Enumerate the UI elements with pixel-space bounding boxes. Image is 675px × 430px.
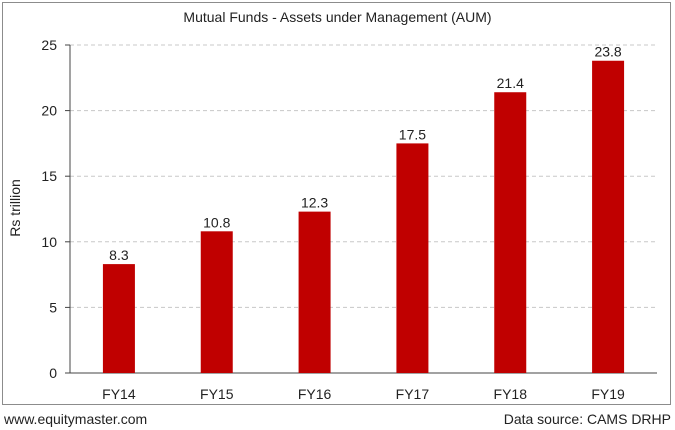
data-label: 10.8 — [203, 214, 230, 230]
x-tick-label: FY16 — [298, 386, 332, 402]
bar-fy14 — [102, 264, 135, 373]
chart-title: Mutual Funds - Assets under Management (… — [183, 9, 492, 25]
y-axis-label: Rs trillion — [7, 179, 23, 237]
bar-fy19 — [592, 60, 625, 374]
y-tick-labels: 0 5 10 15 20 25 — [41, 37, 57, 381]
y-tick-label: 15 — [41, 168, 57, 184]
x-tick-label: FY18 — [494, 386, 528, 402]
data-label: 17.5 — [399, 126, 426, 142]
data-label: 23.8 — [594, 44, 621, 60]
x-tick-labels: FY14 FY15 FY16 FY17 FY18 FY19 — [102, 386, 625, 402]
data-source-label: Data source: CAMS DRHP — [503, 411, 671, 427]
data-label: 12.3 — [301, 195, 328, 211]
bar-fy17 — [396, 143, 429, 373]
y-tick-label: 0 — [49, 365, 57, 381]
data-label: 8.3 — [109, 247, 129, 263]
website-label: www.equitymaster.com — [4, 411, 148, 427]
gridlines — [65, 44, 657, 374]
y-tick-label: 25 — [41, 37, 57, 53]
x-tick-label: FY17 — [396, 386, 430, 402]
data-label: 21.4 — [497, 75, 524, 91]
bar-fy16 — [298, 211, 331, 373]
data-labels: 8.3 10.8 12.3 17.5 21.4 23.8 — [109, 44, 622, 263]
axes — [69, 45, 657, 374]
x-tick-label: FY15 — [200, 386, 234, 402]
y-tick-label: 5 — [49, 299, 57, 315]
bar-fy18 — [494, 92, 527, 374]
y-tick-label: 20 — [41, 103, 57, 119]
y-tick-label: 10 — [41, 234, 57, 250]
x-tick-label: FY14 — [102, 386, 136, 402]
bars — [102, 60, 625, 374]
x-tick-label: FY19 — [591, 386, 625, 402]
bar-fy15 — [200, 231, 233, 373]
